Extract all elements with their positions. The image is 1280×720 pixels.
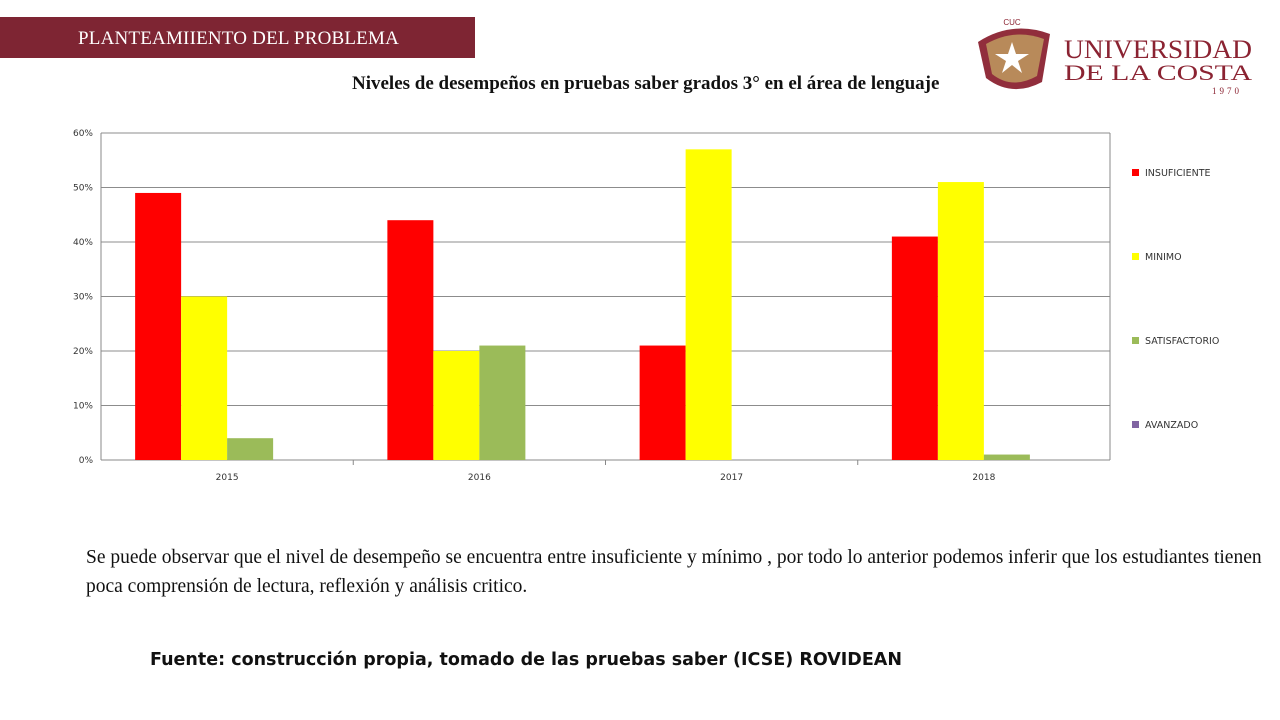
logo-star bbox=[995, 42, 1029, 73]
x-tick-label: 2017 bbox=[720, 473, 743, 483]
legend-swatch bbox=[1132, 337, 1139, 344]
legend-label: SATISFACTORIO bbox=[1145, 336, 1219, 347]
logo-year: 1970 bbox=[1212, 86, 1242, 96]
university-logo: CUC UNIVERSIDAD DE LA COSTA 1970 bbox=[978, 18, 1252, 96]
x-tick-label: 2015 bbox=[216, 473, 239, 483]
legend-label: INSUFICIENTE bbox=[1145, 168, 1211, 179]
bar-satisfactorio-2018 bbox=[983, 454, 1030, 460]
bar-minimo-2015 bbox=[181, 296, 228, 460]
y-tick-label: 50% bbox=[73, 184, 93, 194]
bar-insuficiente-2016 bbox=[387, 220, 434, 460]
y-tick-label: 40% bbox=[73, 238, 93, 248]
section-title: PLANTEAMIIENTO DEL PROBLEMA bbox=[78, 28, 399, 49]
y-tick-label: 0% bbox=[79, 456, 94, 466]
y-tick-label: 10% bbox=[73, 402, 93, 412]
legend-label: MINIMO bbox=[1145, 252, 1182, 263]
observation-text: Se puede observar que el nivel de desemp… bbox=[86, 547, 1262, 597]
bar-chart: 0% 10% 20% 30% 40% 50% 60% 2015 2016 2017 2018 INSU… bbox=[73, 129, 1219, 483]
bar-insuficiente-2015 bbox=[135, 192, 182, 460]
logo-line2: DE LA COSTA bbox=[1064, 60, 1252, 85]
bar-satisfactorio-2016 bbox=[479, 345, 526, 460]
bar-minimo-2018 bbox=[937, 182, 984, 461]
section-banner: PLANTEAMIIENTO DEL PROBLEMA bbox=[0, 17, 475, 58]
bar-satisfactorio-2015 bbox=[227, 438, 274, 460]
x-tick-label: 2016 bbox=[468, 473, 491, 483]
legend-swatch bbox=[1132, 253, 1139, 260]
legend-swatch bbox=[1132, 169, 1139, 176]
logo-badge-text: CUC bbox=[1003, 18, 1021, 27]
bar-insuficiente-2018 bbox=[891, 236, 938, 460]
y-tick-label: 60% bbox=[73, 129, 93, 139]
bar-insuficiente-2017 bbox=[639, 345, 686, 460]
bar-minimo-2016 bbox=[433, 351, 480, 460]
legend-swatch bbox=[1132, 421, 1139, 428]
chart-title: Niveles de desempeños en pruebas saber g… bbox=[352, 73, 940, 94]
x-tick-label: 2018 bbox=[972, 473, 995, 483]
logo-line1: UNIVERSIDAD bbox=[1064, 35, 1252, 64]
y-tick-label: 30% bbox=[73, 293, 93, 303]
legend-label: AVANZADO bbox=[1145, 420, 1198, 431]
source-text: Fuente: construcción propia, tomado de l… bbox=[150, 650, 902, 670]
bar-minimo-2017 bbox=[685, 149, 732, 460]
y-tick-label: 20% bbox=[73, 347, 93, 357]
